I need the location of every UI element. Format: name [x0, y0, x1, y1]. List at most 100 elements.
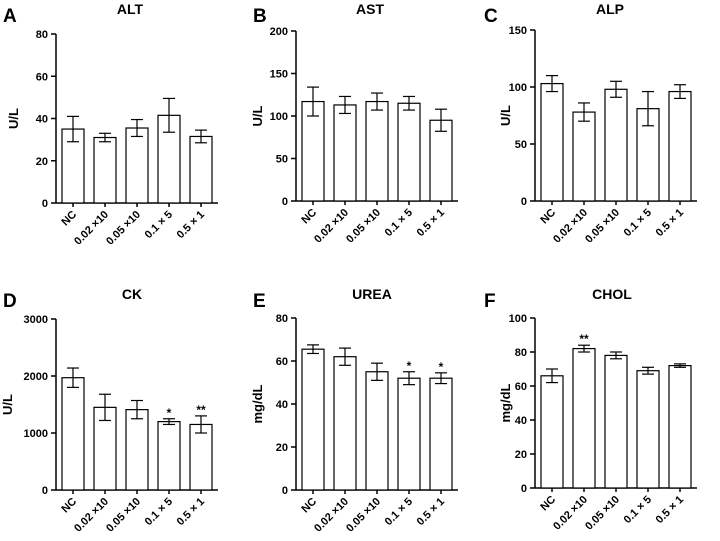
chart-title: ALP: [596, 1, 624, 17]
y-tick-label: 60: [36, 71, 48, 83]
y-tick-label: 80: [276, 313, 288, 325]
y-tick-label: 40: [276, 399, 288, 411]
y-tick-label: 20: [276, 442, 288, 454]
chart-title: CHOL: [592, 286, 632, 302]
bar: [572, 111, 596, 202]
bar: [365, 371, 389, 491]
y-tick-label: 0: [42, 198, 48, 210]
x-tick-label: 0.5 × 1: [415, 207, 447, 239]
bar: [125, 127, 149, 204]
x-tick-label: NC: [299, 496, 319, 516]
bar: [540, 82, 564, 202]
chart-panel-b: B AST U/L 0 50 100 150 200 NC0.02 ×100.05 ×10 0.1…: [250, 1, 458, 246]
y-tick-label: 20: [515, 449, 527, 461]
y-tick-label: 40: [36, 114, 48, 126]
x-tick-label: 0.02 ×10: [312, 496, 351, 535]
x-tick-label: NC: [538, 494, 558, 514]
y-tick-label: 100: [509, 82, 527, 94]
chart-title: ALT: [117, 1, 144, 17]
bar: [604, 354, 628, 489]
significance-marker: *: [167, 406, 172, 420]
y-tick-label: 1000: [24, 428, 48, 440]
y-tick-label: 100: [509, 313, 527, 325]
chart-title: CK: [122, 286, 142, 302]
bar: [429, 119, 453, 202]
bar: [668, 365, 692, 489]
y-tick-label: 0: [282, 485, 288, 497]
bar: [93, 136, 117, 204]
x-tick-label: 0.05 ×10: [104, 496, 143, 535]
x-tick-label: 0.02 ×10: [72, 496, 111, 535]
x-tick-label: 0.1 × 5: [143, 496, 175, 528]
y-tick-label: 200: [270, 26, 288, 38]
bar: [157, 421, 181, 491]
y-tick-label: 0: [282, 196, 288, 208]
panel-letter: B: [253, 6, 267, 27]
y-tick-label: 0: [521, 196, 527, 208]
x-tick-label: 0.1 × 5: [143, 209, 175, 241]
bar: [333, 356, 357, 491]
x-tick-label: NC: [538, 207, 558, 227]
bar: [397, 377, 421, 491]
y-tick-label: 80: [515, 347, 527, 359]
y-tick-label: 80: [36, 29, 48, 41]
significance-marker: **: [196, 403, 206, 417]
x-tick-label: 0.02 ×10: [312, 207, 351, 246]
y-axis-label: U/L: [0, 394, 15, 415]
y-tick-label: 50: [515, 139, 527, 151]
bar: [189, 135, 213, 204]
y-axis-label: U/L: [250, 105, 265, 126]
significance-marker: *: [439, 360, 444, 374]
x-tick-label: NC: [59, 209, 79, 229]
bar: [429, 377, 453, 491]
bar: [301, 348, 325, 491]
chart-panel-a: A ALT U/L 0 20 40 60 80 NC0.02 ×100.05 ×10 0.1 × …: [3, 1, 218, 248]
chart-panel-f: F CHOL mg/dL 0 20 40 60 80 100 NC ** 0.02 ×100.05 ×…: [484, 286, 697, 533]
bar: [397, 102, 421, 202]
y-tick-label: 3000: [24, 314, 48, 326]
bar: [189, 423, 213, 491]
x-tick-label: 0.05 ×10: [344, 207, 383, 246]
y-tick-label: 20: [36, 156, 48, 168]
bar: [61, 377, 85, 491]
x-tick-label: 0.5 × 1: [175, 496, 207, 528]
y-axis-label: mg/dL: [498, 383, 513, 422]
x-tick-label: 0.02 ×10: [551, 494, 590, 533]
y-axis-label: U/L: [498, 105, 513, 126]
x-tick-label: 0.05 ×10: [583, 207, 622, 246]
panel-letter: C: [484, 6, 498, 27]
bar: [572, 348, 596, 489]
bar: [125, 409, 149, 491]
chart-title: UREA: [352, 286, 392, 302]
bar: [604, 88, 628, 202]
panel-letter: D: [3, 291, 17, 312]
x-tick-label: 0.05 ×10: [583, 494, 622, 533]
x-tick-label: 0.05 ×10: [104, 209, 143, 248]
y-tick-label: 100: [270, 111, 288, 123]
x-tick-label: 0.05 ×10: [344, 496, 383, 535]
x-tick-label: 0.1 × 5: [622, 494, 654, 526]
bar: [636, 370, 660, 489]
y-tick-label: 60: [276, 356, 288, 368]
x-tick-label: NC: [299, 207, 319, 227]
x-tick-label: NC: [59, 496, 79, 516]
chart-panel-e: E UREA mg/dL 0 20 40 60 80 NC0.02 ×100.05 ×10 * 0.…: [250, 286, 458, 535]
x-tick-label: 0.5 × 1: [415, 496, 447, 528]
x-tick-label: 0.5 × 1: [175, 209, 207, 241]
bar: [365, 100, 389, 202]
chart-panel-c: C ALP U/L 0 50 100 150 NC0.02 ×100.05 ×10 0.1 × …: [484, 1, 697, 246]
bar: [333, 104, 357, 202]
y-tick-label: 0: [42, 485, 48, 497]
y-tick-label: 50: [276, 154, 288, 166]
y-tick-label: 40: [515, 415, 527, 427]
y-tick-label: 0: [521, 483, 527, 495]
bar: [668, 90, 692, 202]
panel-letter: E: [253, 291, 266, 312]
y-tick-label: 150: [270, 69, 288, 81]
bar: [540, 375, 564, 489]
x-tick-label: 0.5 × 1: [654, 207, 686, 239]
x-tick-label: 0.1 × 5: [383, 207, 415, 239]
y-axis-label: U/L: [6, 108, 21, 129]
y-axis-label: mg/dL: [250, 384, 265, 423]
